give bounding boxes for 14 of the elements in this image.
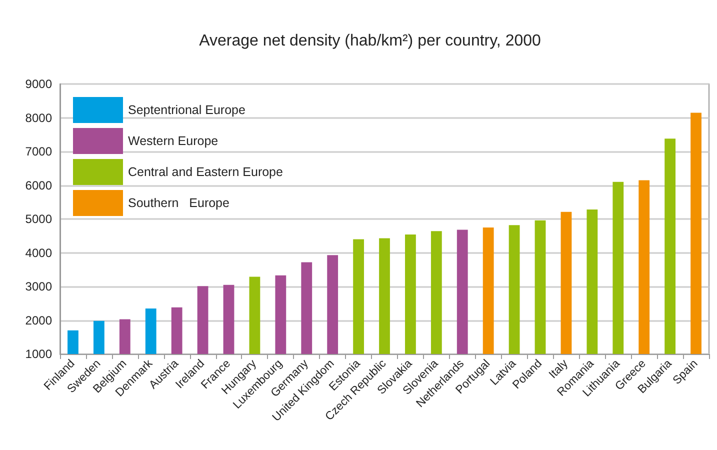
- y-tick-label: 4000: [25, 246, 52, 260]
- y-tick-label: 8000: [25, 110, 52, 125]
- y-tick-label: 9000: [25, 77, 52, 91]
- y-tick-label: 5000: [25, 212, 52, 226]
- y-tick-label: 2000: [25, 313, 52, 328]
- legend-label: Western Europe: [128, 134, 218, 148]
- legend-label: Central and Eastern Europe: [128, 165, 284, 179]
- y-tick-label: 7000: [25, 144, 52, 158]
- legend-label: Southern Europe: [128, 196, 230, 210]
- legend-label: Septentrional Europe: [128, 103, 246, 117]
- y-tick-label: 3000: [25, 280, 52, 294]
- y-tick-label: 6000: [25, 178, 52, 192]
- y-tick-label: 1000: [25, 347, 52, 361]
- chart-title: Average net density (hab/km²) per country, 2000: [199, 32, 542, 50]
